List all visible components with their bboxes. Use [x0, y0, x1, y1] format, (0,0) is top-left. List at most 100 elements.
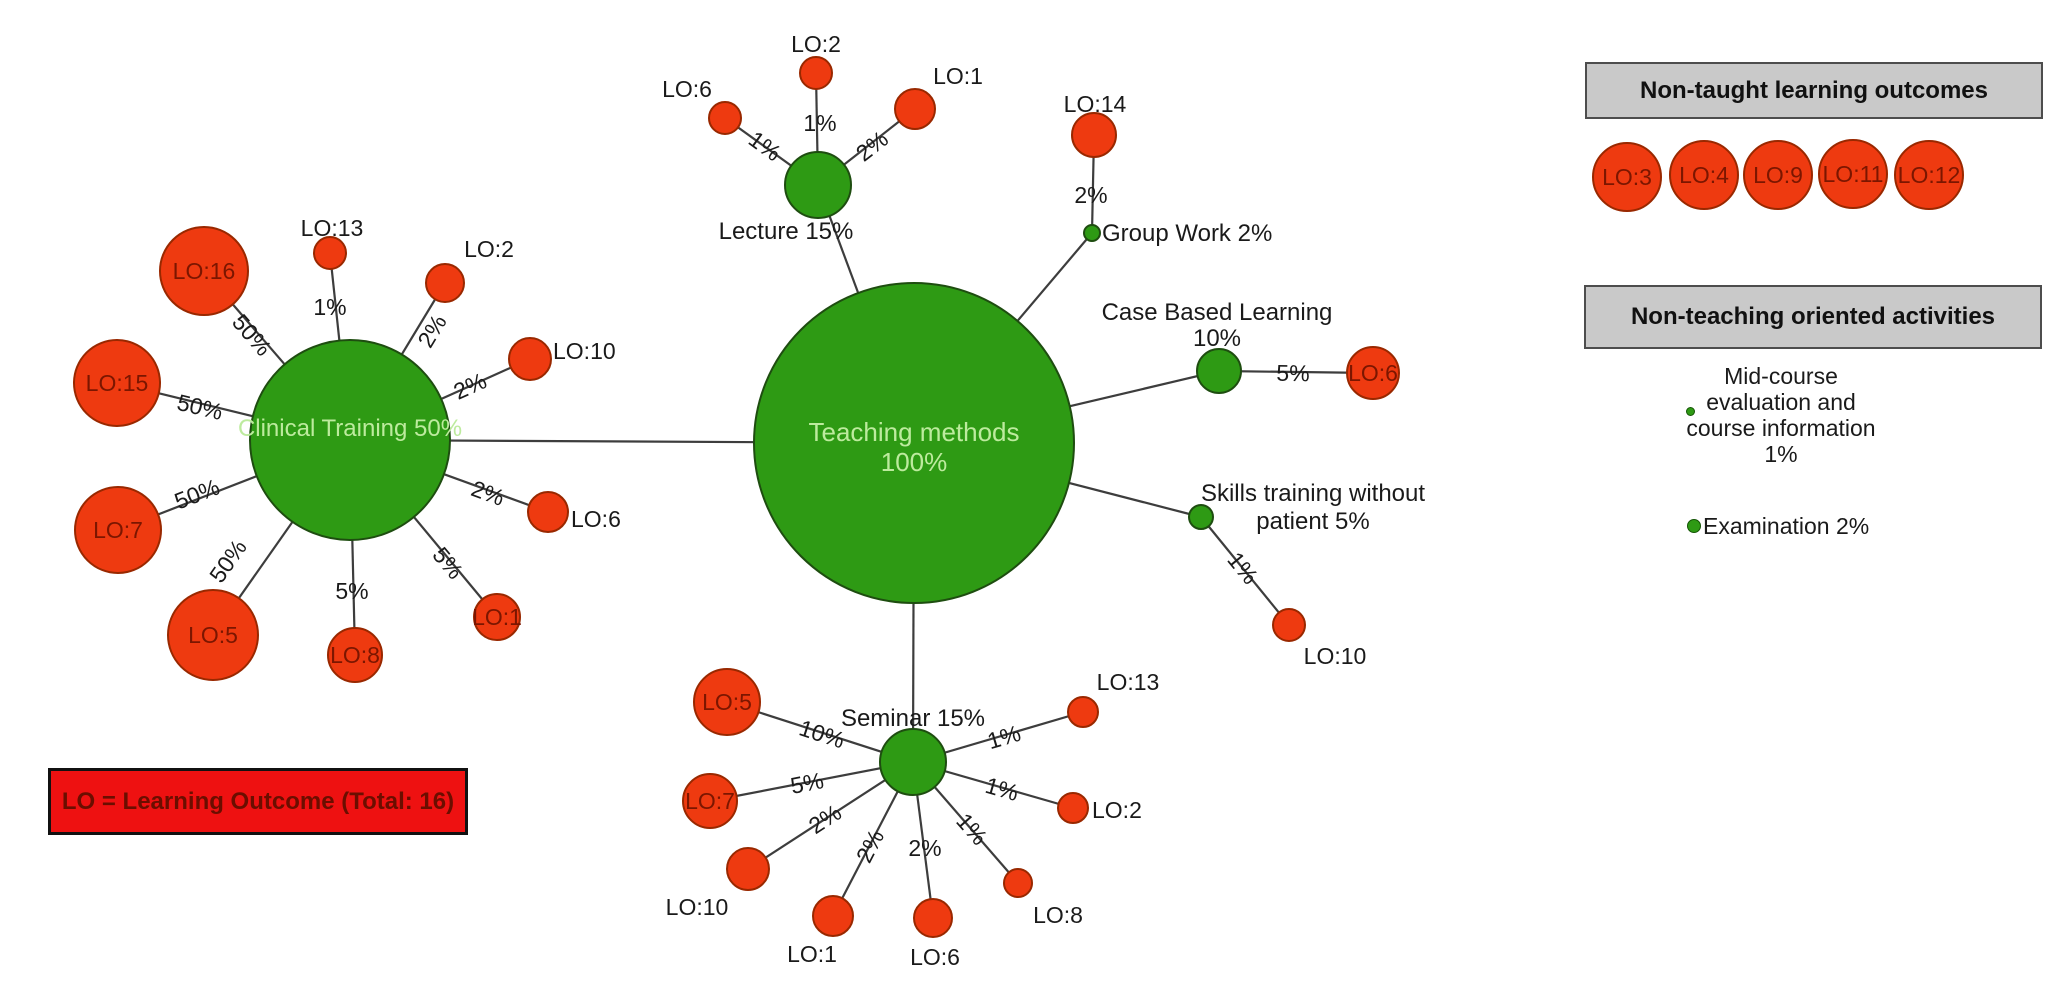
edge-label-skills-s10: 1% [1222, 547, 1263, 589]
label-lecture: Lecture 15% [719, 218, 854, 245]
node-c7 [74, 486, 162, 574]
label-m8: LO:8 [1033, 902, 1083, 928]
edge-label-clinical-c7: 50% [171, 474, 223, 515]
label-groupwork: Group Work 2% [1102, 220, 1272, 247]
edge-skills-s10 [1200, 516, 1290, 626]
node-m1 [812, 895, 854, 937]
node-lecture [784, 151, 852, 219]
node-l6 [708, 101, 742, 135]
node-c8 [327, 627, 383, 683]
label-m10: LO:10 [666, 894, 729, 920]
node-c2 [425, 263, 465, 303]
edge-label-lecture-l2: 1% [803, 110, 836, 136]
label-c10: LO:10 [553, 338, 616, 364]
node-l1 [894, 88, 936, 130]
label-c8: LO:8 [330, 642, 380, 668]
edge-label-clinical-c15: 50% [175, 389, 226, 425]
label-m13: LO:13 [1097, 669, 1160, 695]
node-m8 [1003, 868, 1033, 898]
label-l1: LO:1 [933, 63, 983, 89]
label-teaching: Teaching methods [808, 417, 1019, 447]
edge-label-clinical-c1: 5% [427, 542, 468, 584]
node-c1 [473, 593, 521, 641]
edge-label-cbl-b6: 5% [1276, 360, 1310, 386]
node-cbl [1196, 348, 1242, 394]
node-c6 [527, 491, 569, 533]
label-b6: LO:6 [1348, 360, 1398, 386]
node-clinical [249, 339, 451, 541]
node-m7 [682, 773, 738, 829]
node-m13 [1067, 696, 1099, 728]
node-b6 [1346, 346, 1400, 400]
label-teaching: 100% [881, 447, 948, 477]
label-m7: LO:7 [685, 788, 735, 814]
node-c16 [159, 226, 249, 316]
label-n12: LO:12 [1898, 162, 1961, 188]
examination-item: Examination 2% [1703, 513, 1870, 539]
label-n11: LO:11 [1823, 161, 1884, 187]
label-c1: LO:1 [472, 604, 522, 630]
non-taught-outcomes-header: Non-taught learning outcomes [1585, 62, 2043, 119]
node-c10 [508, 337, 552, 381]
label-c7: LO:7 [93, 517, 143, 543]
edge-label-groupwork-g14: 2% [1074, 182, 1107, 208]
label-clinical: Clinical Training 50% [238, 415, 462, 442]
edge-label-clinical-c6: 2% [468, 475, 508, 511]
edge-label-seminar-m1: 2% [851, 825, 889, 866]
label-skills: patient 5% [1256, 508, 1369, 535]
label-l2: LO:2 [791, 31, 841, 57]
node-skills [1188, 504, 1214, 530]
label-g14: LO:14 [1064, 91, 1127, 117]
edge-label-clinical-c10: 2% [450, 367, 491, 404]
node-n4 [1669, 140, 1739, 210]
label-cbl: Case Based Learning [1102, 299, 1333, 326]
midcourse-evaluation-item: Mid-course evaluation and course informa… [1686, 363, 1876, 467]
label-s10: LO:10 [1304, 643, 1367, 669]
label-c16: LO:16 [173, 258, 236, 284]
edge-label-clinical-c8: 5% [335, 578, 368, 604]
node-n3 [1592, 142, 1662, 212]
edge-label-clinical-c16: 50% [227, 309, 277, 361]
edge-label-lecture-l6: 1% [744, 126, 786, 167]
edge-label-seminar-m10: 2% [804, 799, 846, 839]
node-m6 [913, 898, 953, 938]
edge-label-seminar-m2: 1% [982, 772, 1021, 806]
label-m5: LO:5 [702, 689, 752, 715]
node-g14 [1071, 112, 1117, 158]
node-seminar [879, 728, 947, 796]
label-m1: LO:1 [787, 941, 837, 967]
edge-label-clinical-c2: 2% [412, 310, 451, 352]
label-c15: LO:15 [86, 370, 149, 396]
midcourse-bullet-dot [1686, 407, 1695, 416]
node-n9 [1743, 140, 1813, 210]
non-teaching-activities-header: Non-teaching oriented activities [1584, 285, 2042, 349]
node-c15 [73, 339, 161, 427]
edge-label-seminar-m7: 5% [788, 767, 826, 799]
label-cbl: 10% [1193, 325, 1241, 352]
node-n12 [1894, 140, 1964, 210]
node-m5 [693, 668, 761, 736]
node-groupwork [1083, 224, 1101, 242]
label-n4: LO:4 [1679, 162, 1729, 188]
edge-label-seminar-m6: 2% [908, 835, 941, 861]
label-c13: LO:13 [301, 215, 364, 241]
node-l2 [799, 56, 833, 90]
examination-bullet-dot [1687, 519, 1701, 533]
label-c5: LO:5 [188, 622, 238, 648]
node-m10 [726, 847, 770, 891]
edge-label-seminar-m13: 1% [984, 720, 1023, 754]
edge-seminar-m7 [709, 760, 914, 803]
label-m6: LO:6 [910, 944, 960, 970]
node-c5 [167, 589, 259, 681]
edge-label-clinical-c13: 1% [313, 294, 346, 320]
node-n11 [1818, 139, 1888, 209]
label-l6: LO:6 [662, 76, 712, 102]
label-c2: LO:2 [464, 236, 514, 262]
label-skills: Skills training without [1201, 480, 1425, 507]
label-n3: LO:3 [1602, 164, 1652, 190]
label-c6: LO:6 [571, 506, 621, 532]
edge-label-clinical-c5: 50% [204, 535, 252, 588]
node-s10 [1272, 608, 1306, 642]
